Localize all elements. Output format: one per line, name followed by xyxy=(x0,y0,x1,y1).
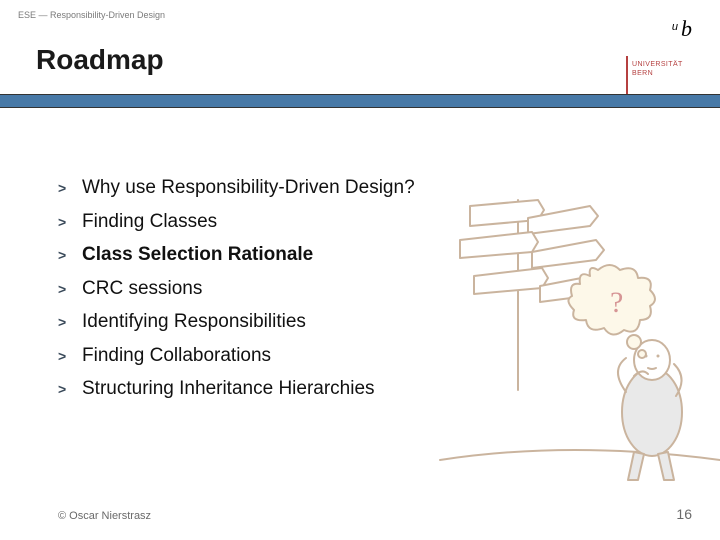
list-item: >Class Selection Rationale xyxy=(58,241,415,269)
chevron-right-icon: > xyxy=(58,214,82,230)
copyright: © Oscar Nierstrasz xyxy=(58,510,151,522)
chevron-right-icon: > xyxy=(58,180,82,196)
university-name-line1: UNIVERSITÄT xyxy=(632,60,692,69)
list-item-text: Structuring Inheritance Hierarchies xyxy=(82,375,375,403)
logo-superscript: u xyxy=(672,21,678,33)
university-name: UNIVERSITÄT BERN xyxy=(632,60,692,78)
list-item: >Identifying Responsibilities xyxy=(58,308,415,336)
page-number: 16 xyxy=(676,506,692,522)
chevron-right-icon: > xyxy=(58,281,82,297)
university-name-line2: BERN xyxy=(632,69,692,78)
roadmap-list: >Why use Responsibility-Driven Design?>F… xyxy=(58,174,415,409)
slide: ESE — Responsibility-Driven Design Roadm… xyxy=(0,0,720,540)
question-mark-icon: ? xyxy=(610,286,623,319)
list-item: >Finding Collaborations xyxy=(58,342,415,370)
chevron-right-icon: > xyxy=(58,314,82,330)
page-title: Roadmap xyxy=(36,44,164,76)
list-item-text: Why use Responsibility-Driven Design? xyxy=(82,174,415,202)
list-item: >CRC sessions xyxy=(58,275,415,303)
list-item: >Structuring Inheritance Hierarchies xyxy=(58,375,415,403)
chevron-right-icon: > xyxy=(58,381,82,397)
list-item-text: Finding Collaborations xyxy=(82,342,271,370)
list-item-text: CRC sessions xyxy=(82,275,202,303)
list-item-text: Finding Classes xyxy=(82,208,217,236)
chevron-right-icon: > xyxy=(58,247,82,263)
header-divider xyxy=(0,94,720,108)
list-item-text: Identifying Responsibilities xyxy=(82,308,306,336)
list-item: >Why use Responsibility-Driven Design? xyxy=(58,174,415,202)
chevron-right-icon: > xyxy=(58,348,82,364)
thinker-illustration: ? xyxy=(420,160,720,500)
course-label: ESE — Responsibility-Driven Design xyxy=(18,10,165,20)
university-logo: ub xyxy=(632,16,692,42)
logo-letter: b xyxy=(681,16,692,41)
list-item-text: Class Selection Rationale xyxy=(82,241,313,269)
list-item: >Finding Classes xyxy=(58,208,415,236)
